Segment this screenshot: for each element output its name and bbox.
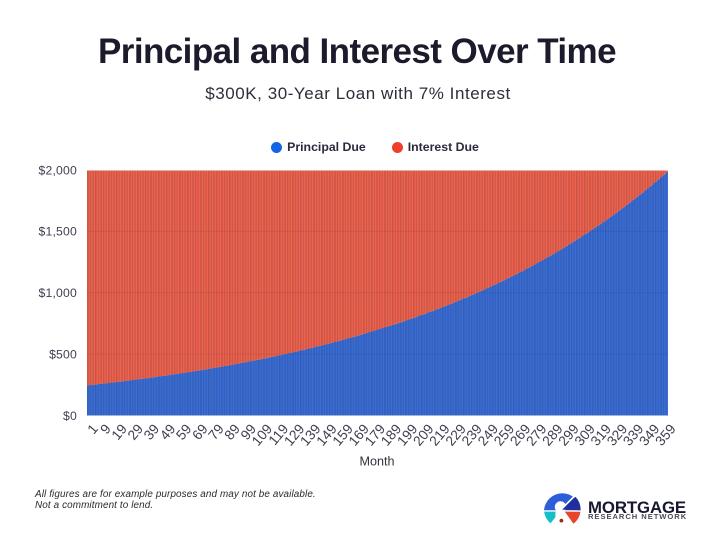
svg-text:$1,500: $1,500 — [39, 225, 77, 239]
svg-text:359: 359 — [652, 421, 678, 449]
svg-text:Month: Month — [359, 455, 394, 469]
svg-text:$2,000: $2,000 — [39, 163, 77, 177]
svg-text:$500: $500 — [49, 347, 77, 361]
svg-text:$1,000: $1,000 — [39, 286, 77, 300]
svg-text:$0: $0 — [63, 409, 77, 423]
